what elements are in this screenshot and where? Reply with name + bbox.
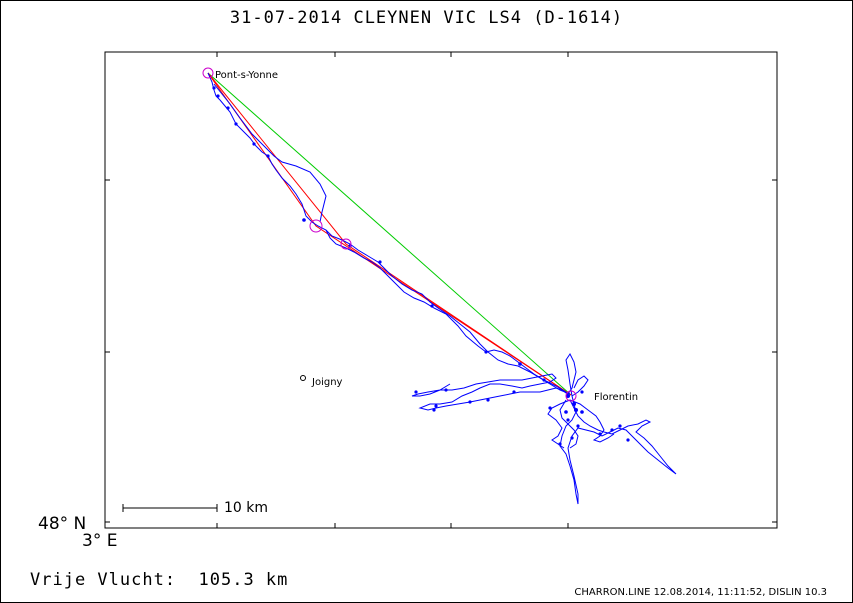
scale-bar [122,504,218,512]
credit-line: CHARRON.LINE 12.08.2014, 11:11:52, DISLI… [574,587,827,598]
place-joigny: Joigny [312,377,343,388]
scale-label: 10 km [224,500,269,516]
distance-label: Vrije Vlucht: 105.3 km [30,570,289,590]
place-florentin: Florentin [594,392,639,403]
turnpoints [202,67,577,402]
longitude-label: 3° E [82,531,118,551]
map-title: 31-07-2014 CLEYNEN VIC LS4 (D-1614) [229,8,624,28]
track-fixes [212,86,630,446]
latitude-label: 48° N [38,514,87,534]
joigny-marker [300,375,306,381]
free-flight-line [207,72,572,396]
plot-frame [104,51,778,529]
place-pont-sur-yonne: Pont-s-Yonne [215,70,279,81]
flight-track [207,72,677,505]
task-line-b [207,72,572,396]
axis-ticks [105,52,777,528]
